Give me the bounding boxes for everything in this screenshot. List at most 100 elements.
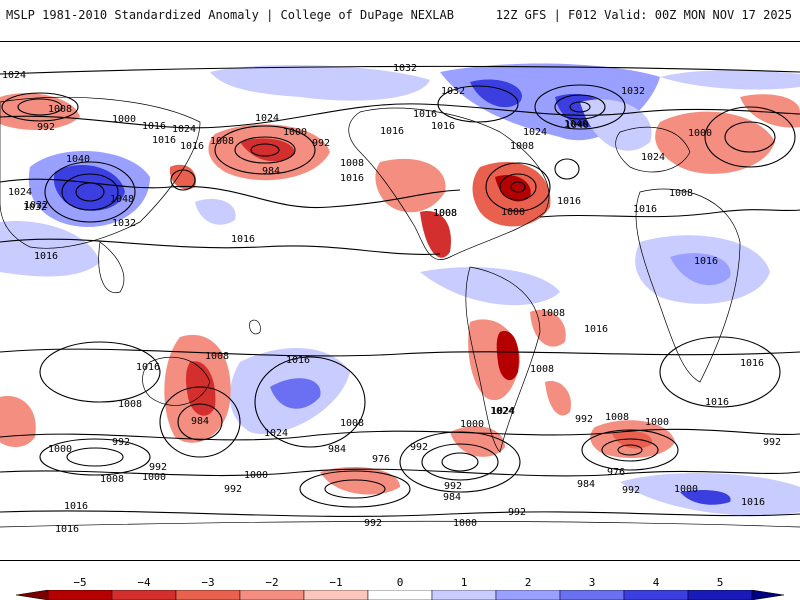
coastlines: [0, 96, 800, 528]
isobar-label: 1024: [2, 70, 26, 81]
isobar-label: 1008: [340, 418, 364, 429]
isobar-label: 1016: [286, 355, 310, 366]
negative-anomaly-region: [450, 426, 505, 457]
isobar-label: 1016: [557, 196, 581, 207]
colorbar-tick: −4: [137, 576, 151, 589]
positive-anomaly-region: [270, 378, 321, 409]
isobar-label: 1008: [510, 141, 534, 152]
isobar-label: 992: [364, 518, 382, 529]
isobar-label: 1016: [413, 109, 437, 120]
negative-anomaly-region: [612, 430, 653, 449]
negative-anomaly-region: [530, 309, 566, 347]
isobar-label: 1032: [441, 86, 465, 97]
positive-anomaly-region: [53, 164, 126, 211]
isobar-label: 984: [328, 444, 346, 455]
isobar-label: 1016: [705, 397, 729, 408]
negative-anomaly-region: [240, 138, 295, 162]
isobar-label: 1024: [641, 152, 665, 163]
isobar-label: 1024: [172, 124, 196, 135]
isobar-label: 1016: [152, 135, 176, 146]
isobar-label: 992: [575, 414, 593, 425]
isobar-label: 976: [372, 454, 390, 465]
isobar-label: 1016: [380, 126, 404, 137]
isobar-label: 984: [262, 166, 280, 177]
isobar-label: 1000: [645, 417, 669, 428]
isobar-label: 1024: [490, 406, 514, 417]
colorbar-tick: 0: [396, 576, 404, 589]
isobar-label: 1000: [674, 484, 698, 495]
colorbar-bin: [175, 590, 241, 600]
positive-anomaly-region: [660, 70, 800, 90]
isobar-label: 992: [37, 122, 55, 133]
positive-anomaly-region: [195, 198, 236, 225]
isobar-label: 1000: [453, 518, 477, 529]
positive-anomaly-region: [420, 267, 560, 306]
mslp-anomaly-map[interactable]: 1024 1032 992 1008 1000 1016 1024 1016 1…: [0, 41, 800, 561]
isobar-label: 992: [224, 484, 242, 495]
colorbar-tick: −2: [265, 576, 279, 589]
negative-anomaly-region: [375, 158, 446, 213]
isobar-label: 1032: [24, 200, 48, 211]
negative-anomaly-region: [496, 331, 519, 381]
colorbar-high-arrow: [751, 590, 785, 600]
isobar-label: 1016: [34, 251, 58, 262]
isobar-label: 1008: [433, 208, 457, 219]
isobar-label: 992: [508, 507, 526, 518]
negative-anomaly-region: [0, 93, 80, 130]
colorbar-bin: [303, 590, 369, 600]
isobar-label: 1008: [605, 412, 629, 423]
isobar-label: 984: [443, 492, 461, 503]
negative-anomaly-region: [655, 111, 775, 174]
isobar-label: 1024: [491, 406, 515, 417]
isobar-label: 1008: [541, 308, 565, 319]
isobar-label: 1008: [100, 474, 124, 485]
isobar-label: 1008: [210, 136, 234, 147]
positive-anomaly-region: [0, 221, 100, 277]
colorbar-low-arrow: [15, 590, 49, 600]
isobar-label: 992: [149, 462, 167, 473]
negative-anomaly-region: [320, 467, 400, 495]
negative-anomaly-region: [185, 361, 216, 416]
isobar-label: 992: [622, 485, 640, 496]
colorbar-bin: [495, 590, 561, 600]
isobar-label: 984: [191, 416, 209, 427]
isobar-label: 1000: [501, 207, 525, 218]
isobar-label: 992: [112, 437, 130, 448]
isobar-label: 1016: [55, 524, 79, 535]
isobar-label: 992: [312, 138, 330, 149]
isobar-label: 984: [577, 479, 595, 490]
colorbar-tick: 2: [524, 576, 532, 589]
colorbar-bin: [687, 590, 753, 600]
isobar-label: 1032: [621, 86, 645, 97]
negative-anomaly-region: [545, 381, 571, 416]
colorbar-gradient: [15, 590, 785, 600]
isobar-label: 1040: [564, 119, 588, 130]
isobar-label: 1008: [530, 364, 554, 375]
colorbar-tick: −5: [73, 576, 87, 589]
colorbar-tick: 5: [716, 576, 724, 589]
positive-anomaly-region: [670, 253, 731, 286]
isobar-label: 1016: [231, 234, 255, 245]
isobar-label: 1024: [8, 187, 32, 198]
anomaly-shading: [0, 63, 800, 516]
isobar-label: 1016: [741, 497, 765, 508]
model-valid-time: 12Z GFS | F012 Valid: 00Z MON NOV 17 202…: [495, 8, 792, 22]
colorbar-tick: 1: [460, 576, 468, 589]
anomaly-colorbar: −5 −4 −3 −2 −1 0 1 2 3 4 5: [0, 570, 800, 600]
isobar-label: 1000: [688, 128, 712, 139]
isobar-label: 992: [444, 481, 462, 492]
isobar-label: 1032: [112, 218, 136, 229]
isobar-label: 976: [607, 467, 625, 478]
isobar-label: 1016: [431, 121, 455, 132]
isobar-label: 1008: [118, 399, 142, 410]
map-title: MSLP 1981-2010 Standardized Anomaly | Co…: [6, 8, 454, 22]
isobar-label: 1032: [393, 63, 417, 74]
colorbar-tick: −3: [201, 576, 215, 589]
isobar-label: 1000: [48, 444, 72, 455]
colorbar-tick: −1: [329, 576, 343, 589]
isobar-label: 1008: [669, 188, 693, 199]
isobar-label: 1016: [633, 204, 657, 215]
header: MSLP 1981-2010 Standardized Anomaly | Co…: [0, 0, 800, 30]
isobar-label: 1016: [136, 362, 160, 373]
isobar-label: 1024: [255, 113, 279, 124]
